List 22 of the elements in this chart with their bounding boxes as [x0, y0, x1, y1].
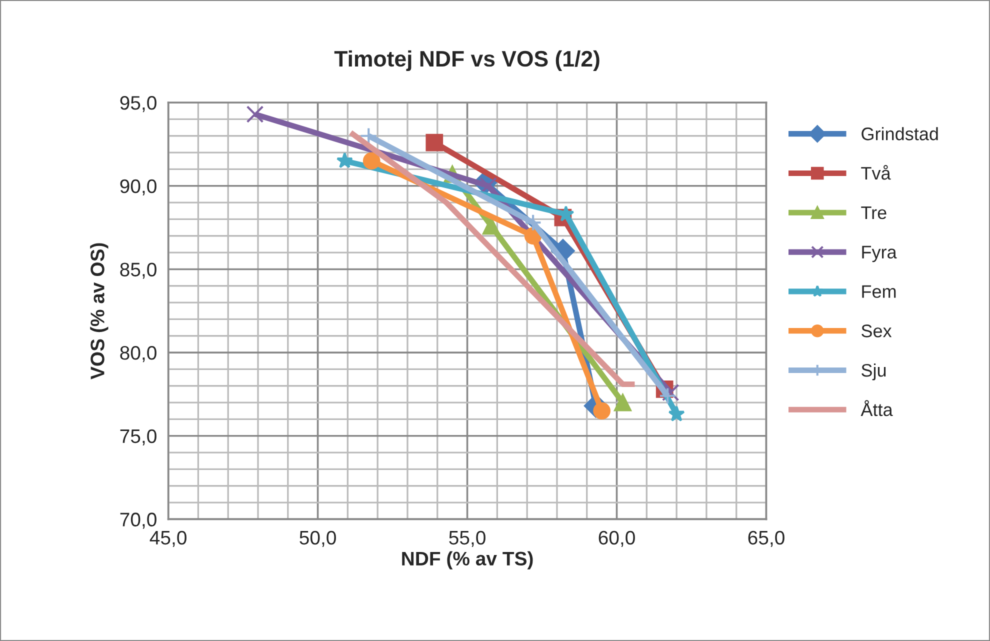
legend-label: Fyra — [862, 246, 897, 262]
y-tick-label: 95,0 — [120, 96, 156, 112]
y-tick-label: 90,0 — [120, 179, 156, 196]
y-tick-label: 85,0 — [120, 262, 156, 279]
x-tick-label: 65,0 — [748, 530, 784, 547]
legend-label: Grindstad — [862, 127, 938, 140]
x-tick-label: 60,0 — [598, 530, 635, 547]
y-tick-label: 80,0 — [120, 346, 156, 362]
x-tick-label: 55,0 — [449, 530, 486, 547]
y-axis-title: VOS (% av OS) — [90, 243, 108, 380]
legend-label: Två — [861, 165, 891, 180]
legend-label: Sex — [862, 324, 892, 338]
chart-title: Timotej NDF vs VOS (1/2) — [334, 50, 600, 72]
legend-label: Sju — [862, 363, 886, 380]
legend-label: Åtta — [860, 400, 893, 416]
y-tick-label: 75,0 — [120, 429, 156, 446]
x-axis-title: NDF (% av TS) — [402, 551, 533, 570]
y-tick-label: 70,0 — [120, 512, 156, 529]
x-tick-label: 45,0 — [150, 530, 186, 547]
legend-label: Fem — [862, 285, 896, 298]
x-tick-label: 50,0 — [300, 530, 336, 547]
legend-label: Tre — [861, 206, 886, 220]
